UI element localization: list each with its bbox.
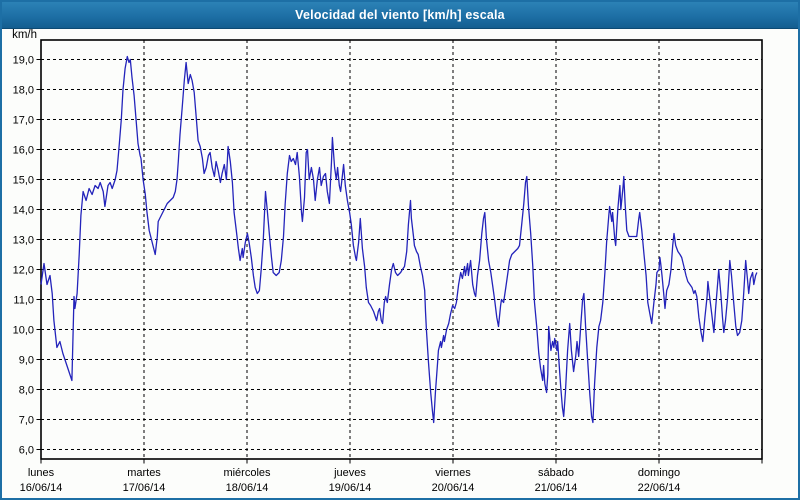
day-date-label: 21/06/14 bbox=[535, 482, 578, 494]
day-date-label: 16/06/14 bbox=[20, 482, 63, 494]
day-date-label: 18/06/14 bbox=[226, 482, 269, 494]
y-axis-unit-label: km/h bbox=[12, 29, 37, 41]
y-tick-label: 12,0 bbox=[13, 265, 34, 277]
y-tick-label: 14,0 bbox=[13, 205, 34, 217]
y-tick-label: 15,0 bbox=[13, 175, 34, 187]
day-name-label: viernes bbox=[435, 467, 471, 479]
day-name-label: martes bbox=[127, 467, 161, 479]
y-tick-label: 6,0 bbox=[19, 445, 34, 457]
y-tick-label: 7,0 bbox=[19, 415, 34, 427]
day-date-label: 20/06/14 bbox=[432, 482, 475, 494]
day-name-label: lunes bbox=[28, 467, 55, 479]
y-tick-label: 8,0 bbox=[19, 385, 34, 397]
y-tick-label: 13,0 bbox=[13, 235, 34, 247]
plot-frame bbox=[40, 39, 763, 460]
day-name-label: miércoles bbox=[223, 467, 271, 479]
y-tick-label: 9,0 bbox=[19, 355, 34, 367]
y-tick-label: 18,0 bbox=[13, 85, 34, 97]
day-date-label: 22/06/14 bbox=[638, 482, 681, 494]
y-tick-label: 11,0 bbox=[13, 295, 34, 307]
day-name-label: jueves bbox=[333, 467, 366, 479]
title-bar: Velocidad del viento [km/h] escala bbox=[2, 2, 798, 29]
y-tick-label: 17,0 bbox=[13, 115, 34, 127]
y-tick-label: 19,0 bbox=[13, 55, 34, 67]
day-date-label: 17/06/14 bbox=[123, 482, 166, 494]
day-name-label: domingo bbox=[638, 467, 680, 479]
wind-speed-chart: 19,0 18,0 17,0 16,0 15,0 14,0 13,0 12,0 11,0 10,0… bbox=[12, 29, 763, 494]
wind-speed-line bbox=[40, 55, 758, 424]
day-date-label: 19/06/14 bbox=[329, 482, 372, 494]
y-tick-label: 16,0 bbox=[13, 145, 34, 157]
y-tick-label: 10,0 bbox=[13, 325, 34, 337]
day-name-label: sábado bbox=[538, 467, 574, 479]
page-title: Velocidad del viento [km/h] escala bbox=[295, 8, 505, 22]
